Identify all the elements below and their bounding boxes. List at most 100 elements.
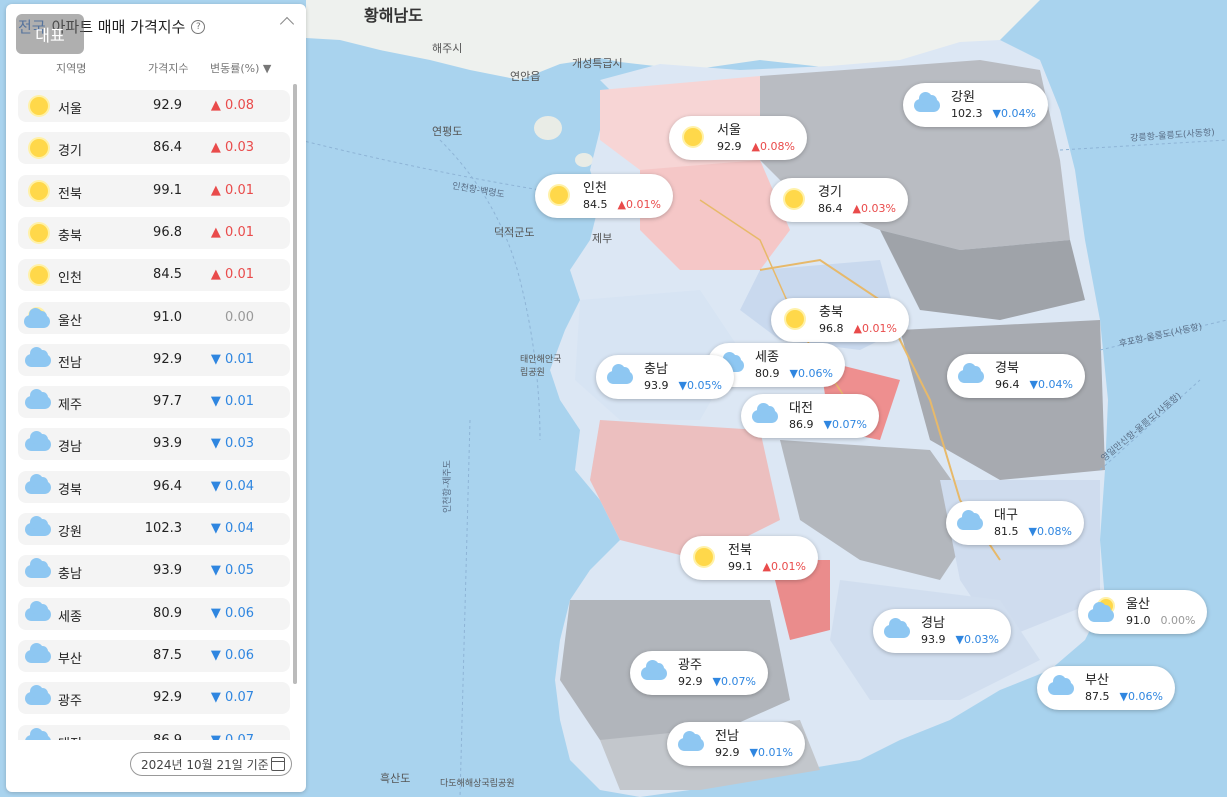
marker-region-name: 충남	[644, 361, 668, 377]
map-marker[interactable]: 광주 92.9 ▼0.07%	[630, 651, 768, 695]
list-item[interactable]: 경기 86.4 ▲ 0.03	[18, 132, 290, 165]
region-change: ▲ 0.03	[210, 140, 254, 156]
marker-index: 96.8	[819, 321, 844, 335]
marker-region-name: 충북	[819, 304, 843, 320]
date-selector[interactable]: 2024년 10월 21일 기준	[130, 752, 292, 776]
list-item[interactable]: 제주 97.7 ▼ 0.01	[18, 386, 290, 419]
column-change-sort[interactable]: 변동률(%) ▼	[210, 62, 272, 75]
marker-text: 광주 92.9 ▼0.07%	[678, 658, 756, 689]
marker-values: 92.9 ▼0.07%	[678, 674, 756, 689]
map-marker[interactable]: 충북 96.8 ▲0.01%	[771, 298, 909, 342]
list-item[interactable]: 부산 87.5 ▼ 0.06	[18, 639, 290, 672]
marker-values: 80.9 ▼0.06%	[755, 366, 833, 381]
region-change: ▼ 0.01	[210, 394, 254, 410]
map-marker[interactable]: 전북 99.1 ▲0.01%	[680, 536, 818, 580]
marker-values: 93.9 ▼0.03%	[921, 632, 999, 647]
map-label-yeonpyeong: 연평도	[432, 125, 463, 138]
map-marker[interactable]: 강원 102.3 ▼0.04%	[903, 83, 1048, 127]
list-item[interactable]: 경남 93.9 ▼ 0.03	[18, 428, 290, 461]
region-index: 96.8	[153, 224, 182, 240]
list-item[interactable]: 충남 93.9 ▼ 0.05	[18, 555, 290, 588]
marker-region-name: 대구	[994, 507, 1018, 523]
marker-values: 84.5 ▲0.01%	[583, 197, 661, 212]
list-scrollbar[interactable]	[293, 84, 297, 684]
marker-text: 대전 86.9 ▼0.07%	[789, 401, 867, 432]
marker-region-name: 강원	[951, 89, 975, 105]
marker-change: ▲0.03%	[852, 201, 896, 215]
map-marker[interactable]: 경북 96.4 ▼0.04%	[947, 354, 1085, 398]
marker-region-name: 서울	[717, 122, 741, 138]
region-index: 87.5	[153, 647, 182, 663]
map-label-hwanghae: 황해남도	[364, 6, 423, 25]
list-item[interactable]: 인천 84.5 ▲ 0.01	[18, 259, 290, 292]
marker-text: 인천 84.5 ▲0.01%	[583, 181, 661, 212]
list-item[interactable]: 대전 86.9 ▼ 0.07	[18, 724, 290, 740]
region-change: 0.00	[225, 309, 254, 325]
marker-region-name: 전남	[715, 728, 739, 744]
scrollbar-thumb[interactable]	[293, 84, 297, 684]
map-marker[interactable]: 서울 92.9 ▲0.08%	[669, 116, 807, 160]
marker-region-name: 전북	[728, 542, 752, 558]
marker-change: ▼0.01%	[749, 745, 793, 759]
sun-icon	[781, 305, 811, 335]
marker-region-name: 경남	[921, 615, 945, 631]
region-change: ▼ 0.04	[210, 478, 254, 494]
map-marker[interactable]: 부산 87.5 ▼0.06%	[1037, 666, 1175, 710]
calendar-icon[interactable]	[271, 757, 285, 771]
marker-index: 86.9	[789, 417, 814, 431]
map-marker[interactable]: 충남 93.9 ▼0.05%	[596, 355, 734, 399]
list-item[interactable]: 광주 92.9 ▼ 0.07	[18, 682, 290, 715]
chevron-up-icon[interactable]	[279, 16, 295, 32]
cloud-icon	[751, 401, 781, 431]
region-list-panel: 전국 아파트 매매 가격지수 ? 대표 지역명 가격지수 변동률(%) ▼ 서울…	[6, 4, 306, 792]
marker-region-name: 인천	[583, 180, 607, 196]
map-label-route-incheon-jeju: 인천항-제주도	[442, 460, 453, 513]
marker-change: ▼0.03%	[955, 632, 999, 646]
map-marker[interactable]: 대전 86.9 ▼0.07%	[741, 394, 879, 438]
marker-index: 91.0	[1126, 613, 1151, 627]
map-marker[interactable]: 인천 84.5 ▲0.01%	[535, 174, 673, 218]
list-item[interactable]: 경북 96.4 ▼ 0.04	[18, 470, 290, 503]
sun-icon	[780, 185, 810, 215]
list-item[interactable]: 충북 96.8 ▲ 0.01	[18, 216, 290, 249]
panel-title-text: 아파트 매매 가격지수	[51, 18, 186, 36]
cloud-icon	[24, 472, 54, 502]
marker-index: 93.9	[921, 632, 946, 646]
map-marker[interactable]: 전남 92.9 ▼0.01%	[667, 722, 805, 766]
region-name: 경북	[58, 482, 82, 498]
region-index: 93.9	[153, 563, 182, 579]
partly-cloudy-icon	[24, 303, 54, 333]
map-marker[interactable]: 경남 93.9 ▼0.03%	[873, 609, 1011, 653]
sun-icon	[24, 176, 54, 206]
list-item[interactable]: 강원 102.3 ▼ 0.04	[18, 513, 290, 545]
region-list[interactable]: 서울 92.9 ▲ 0.08 경기 86.4 ▲ 0.03 전북 99.1 ▲ 0.01 충북 96…	[18, 90, 290, 740]
marker-index: 96.4	[995, 377, 1020, 391]
region-name: 부산	[58, 651, 82, 667]
marker-text: 경기 86.4 ▲0.03%	[818, 185, 896, 216]
marker-text: 대구 81.5 ▼0.08%	[994, 508, 1072, 539]
list-item[interactable]: 전남 92.9 ▼ 0.01	[18, 343, 290, 376]
region-change: ▼ 0.03	[210, 436, 254, 452]
region-name: 울산	[58, 313, 82, 329]
region-name: 전북	[58, 186, 82, 202]
map-marker[interactable]: 울산 91.0 0.00%	[1078, 590, 1208, 634]
map-marker[interactable]: 대구 81.5 ▼0.08%	[946, 501, 1084, 545]
list-item[interactable]: 전북 99.1 ▲ 0.01	[18, 174, 290, 207]
column-index: 가격지수	[148, 62, 189, 75]
marker-text: 전남 92.9 ▼0.01%	[715, 729, 793, 760]
marker-text: 울산 91.0 0.00%	[1126, 597, 1195, 628]
region-index: 93.9	[153, 436, 182, 452]
marker-values: 92.9 ▼0.01%	[715, 745, 793, 760]
region-name: 제주	[58, 398, 82, 414]
list-item[interactable]: 울산 91.0 0.00	[18, 301, 290, 334]
region-name: 서울	[58, 102, 82, 117]
map-marker[interactable]: 경기 86.4 ▲0.03%	[770, 178, 908, 222]
list-item[interactable]: 세종 80.9 ▼ 0.06	[18, 597, 290, 630]
list-item[interactable]: 서울 92.9 ▲ 0.08	[18, 90, 290, 122]
marker-text: 경남 93.9 ▼0.03%	[921, 616, 999, 647]
representative-badge[interactable]: 대표	[16, 14, 84, 54]
cloud-icon	[956, 508, 986, 538]
region-index: 91.0	[153, 309, 182, 325]
help-icon[interactable]: ?	[191, 19, 206, 34]
